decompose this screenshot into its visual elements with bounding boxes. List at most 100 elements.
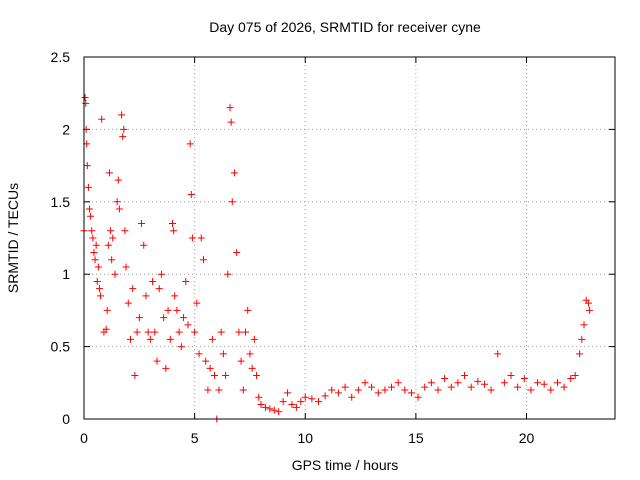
data-point <box>584 299 592 307</box>
data-point <box>166 335 174 343</box>
data-point <box>103 306 111 314</box>
data-point <box>91 256 99 264</box>
y-tick-label: 2 <box>62 121 70 137</box>
data-point <box>374 389 382 397</box>
data-point <box>447 383 455 391</box>
data-point <box>142 292 150 300</box>
data-point <box>188 234 196 242</box>
data-point <box>368 383 376 391</box>
data-point <box>334 389 342 397</box>
data-point <box>206 364 214 372</box>
data-point <box>284 389 292 397</box>
y-tick-label: 0 <box>62 411 70 427</box>
data-point <box>215 386 223 394</box>
data-point <box>87 212 95 220</box>
data-point <box>288 401 296 409</box>
data-point <box>88 227 96 235</box>
y-axis-label: SRMTID / TECUs <box>5 183 21 293</box>
data-point <box>228 198 236 206</box>
data-point <box>560 383 568 391</box>
y-tick-label: 1.5 <box>51 194 71 210</box>
data-point <box>155 285 163 293</box>
data-point <box>244 306 252 314</box>
data-point <box>434 386 442 394</box>
data-point <box>427 379 435 387</box>
data-point <box>120 125 128 133</box>
data-point <box>222 372 230 380</box>
data-point <box>571 372 579 380</box>
data-point <box>119 133 127 141</box>
data-point <box>83 162 91 170</box>
data-point <box>237 357 245 365</box>
data-point <box>149 277 157 285</box>
data-point <box>170 227 178 235</box>
data-point <box>246 350 254 358</box>
data-point <box>84 183 92 191</box>
data-points <box>80 94 594 423</box>
data-point <box>388 383 396 391</box>
x-tick-label: 10 <box>297 430 313 446</box>
data-point <box>407 389 415 397</box>
data-point <box>527 386 535 394</box>
data-point <box>171 292 179 300</box>
data-point <box>89 234 97 242</box>
data-point <box>474 377 482 385</box>
data-point <box>94 263 102 271</box>
data-point <box>275 408 283 416</box>
data-point <box>520 374 528 382</box>
data-point <box>138 220 146 228</box>
data-point <box>219 350 227 358</box>
data-point <box>175 328 183 336</box>
data-point <box>297 398 305 406</box>
data-point <box>253 372 261 380</box>
data-point <box>129 285 137 293</box>
data-point <box>86 205 94 213</box>
data-point <box>195 350 203 358</box>
data-point <box>461 372 469 380</box>
data-point <box>93 277 101 285</box>
data-point <box>328 386 336 394</box>
y-tick-label: 1 <box>62 266 70 282</box>
data-point <box>151 328 159 336</box>
data-point <box>394 379 402 387</box>
x-axis-label: GPS time / hours <box>292 457 399 473</box>
data-point <box>144 328 152 336</box>
data-point <box>250 335 258 343</box>
data-point <box>467 383 475 391</box>
data-point <box>202 357 210 365</box>
data-point <box>122 263 130 271</box>
data-point <box>576 350 584 358</box>
plot-frame <box>83 56 616 420</box>
data-point <box>191 328 199 336</box>
data-point <box>98 115 106 123</box>
data-point <box>361 379 369 387</box>
data-point <box>421 383 429 391</box>
data-point <box>131 372 139 380</box>
data-point <box>199 256 207 264</box>
data-point <box>164 306 172 314</box>
data-point <box>242 328 250 336</box>
data-point <box>105 169 113 177</box>
data-point <box>182 277 190 285</box>
data-point <box>401 386 409 394</box>
data-point <box>257 401 265 409</box>
data-point <box>301 393 309 401</box>
chart-title: Day 075 of 2026, SRMTID for receiver cyn… <box>209 19 481 35</box>
x-tick-label: 0 <box>80 430 88 446</box>
data-point <box>514 383 522 391</box>
data-point <box>114 176 122 184</box>
data-point <box>235 328 243 336</box>
data-point <box>95 285 103 293</box>
data-point <box>115 205 123 213</box>
data-point <box>227 118 235 126</box>
data-point <box>494 350 502 358</box>
data-point <box>133 328 141 336</box>
data-point <box>279 398 287 406</box>
data-point <box>102 325 110 333</box>
data-point <box>197 234 205 242</box>
data-point <box>90 248 98 256</box>
y-tick-label: 0.5 <box>51 339 71 355</box>
data-point <box>534 379 542 387</box>
data-point <box>126 335 134 343</box>
